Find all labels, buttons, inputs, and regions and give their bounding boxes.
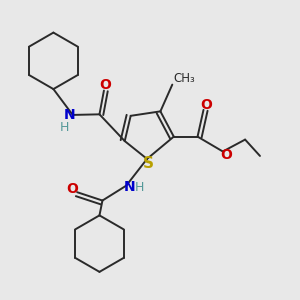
Text: H: H bbox=[60, 121, 69, 134]
Text: N: N bbox=[64, 108, 76, 122]
Text: H: H bbox=[135, 181, 144, 194]
Text: S: S bbox=[143, 156, 154, 171]
Text: N: N bbox=[124, 180, 136, 194]
Text: O: O bbox=[100, 78, 111, 92]
Text: O: O bbox=[220, 148, 232, 162]
Text: O: O bbox=[200, 98, 212, 112]
Text: CH₃: CH₃ bbox=[174, 72, 196, 85]
Text: O: O bbox=[66, 182, 78, 196]
